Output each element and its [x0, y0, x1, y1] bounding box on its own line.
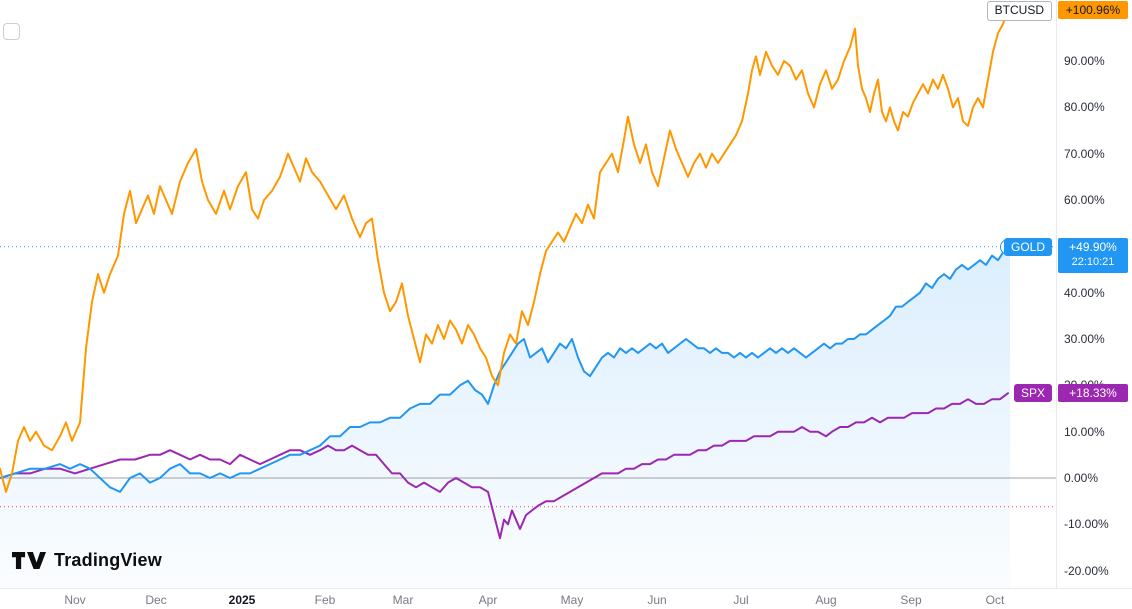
- time-axis[interactable]: Nov Dec 2025 Feb Mar Apr May Jun Jul Aug Sep Oct: [0, 588, 1132, 609]
- x-axis-label: Dec: [145, 593, 167, 607]
- gold-price-badge: +49.90% 22:10:21: [1058, 237, 1128, 273]
- y-axis-label: -10.00%: [1064, 517, 1109, 532]
- price-axis[interactable]: 90.00%80.00%70.00%60.00%40.00%30.00%20.0…: [1056, 0, 1132, 588]
- spx-line[interactable]: [0, 392, 1009, 540]
- tradingview-logo[interactable]: TradingView: [12, 550, 162, 571]
- plot-svg: [0, 9, 1056, 588]
- gold-line[interactable]: [0, 245, 1011, 493]
- x-axis-label: 2025: [228, 593, 256, 607]
- x-axis-label: Jun: [647, 593, 667, 607]
- x-axis-label: May: [560, 593, 584, 607]
- y-axis-label: 40.00%: [1064, 285, 1105, 300]
- y-axis-label: 10.00%: [1064, 424, 1105, 439]
- x-axis-label: Aug: [815, 593, 837, 607]
- y-axis-label: 80.00%: [1064, 100, 1105, 115]
- x-axis-label: Sep: [900, 593, 922, 607]
- chart-corner-button[interactable]: [3, 23, 20, 40]
- tradingview-logo-icon: [12, 552, 46, 569]
- chart-plot-area[interactable]: [0, 0, 1056, 588]
- x-axis-label: Jul: [733, 593, 749, 607]
- x-axis-label: Feb: [314, 593, 336, 607]
- spx-price-badge: +18.33%: [1058, 384, 1128, 403]
- gold-symbol-badge[interactable]: GOLD: [1003, 237, 1052, 256]
- btcusd-symbol-badge[interactable]: BTCUSD: [986, 1, 1052, 22]
- gold-area-fill: [0, 246, 1010, 588]
- spx-symbol-badge[interactable]: SPX: [1013, 384, 1052, 403]
- btcusd-price-badge: +100.96%: [1058, 1, 1128, 20]
- x-axis-label: Oct: [985, 593, 1005, 607]
- y-axis-label: 60.00%: [1064, 193, 1105, 208]
- x-axis-label: Apr: [478, 593, 498, 607]
- y-axis-label: -20.00%: [1064, 563, 1109, 578]
- y-axis-label: 0.00%: [1064, 471, 1099, 485]
- btcusd-line[interactable]: [0, 9, 1009, 493]
- y-axis-label: 90.00%: [1064, 54, 1105, 69]
- tradingview-logo-text: TradingView: [54, 550, 162, 570]
- gold-countdown-timer: 22:10:21: [1071, 255, 1115, 268]
- gold-change-value: +49.90%: [1069, 239, 1117, 254]
- x-axis-label: Nov: [64, 593, 86, 607]
- x-axis-label: Mar: [392, 593, 414, 607]
- y-axis-label: 30.00%: [1064, 332, 1105, 346]
- y-axis-label: 70.00%: [1064, 146, 1105, 161]
